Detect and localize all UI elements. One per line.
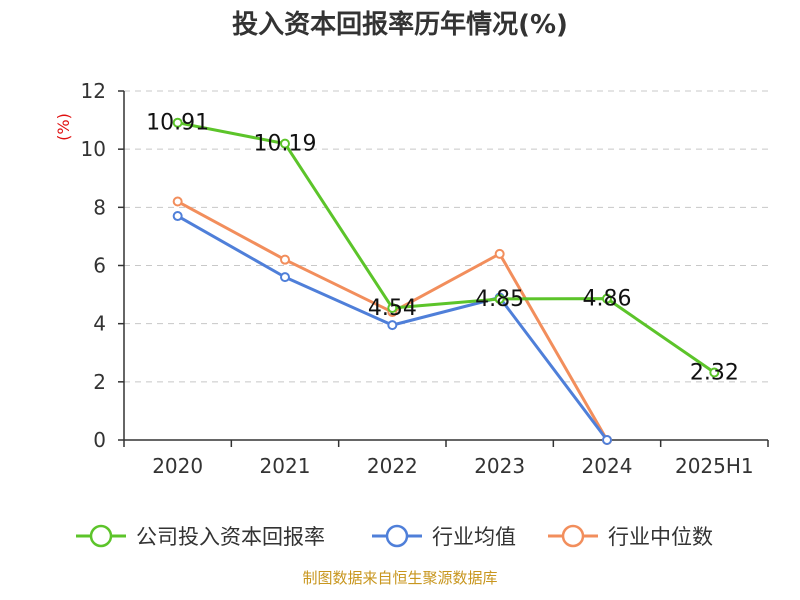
data-labels: 10.91 10.19 4.54 4.85 4.86 2.32 — [146, 111, 739, 386]
series-2-point — [494, 248, 505, 259]
series-0-point — [709, 367, 720, 378]
x-tick-label: 2022 — [367, 454, 418, 478]
grid-lines — [124, 90, 768, 383]
x-tick-label: 2023 — [474, 454, 525, 478]
y-tick-label: 12 — [81, 79, 106, 103]
series-1-point — [387, 320, 398, 331]
source-note: 制图数据来自恒生聚源数据库 — [302, 569, 497, 587]
legend-swatch-marker — [561, 524, 585, 548]
series-0-point — [494, 293, 505, 304]
y-axis-unit-label: (%) — [54, 113, 73, 141]
series-1-point — [280, 272, 290, 283]
series-0-point — [280, 138, 290, 149]
chart-title: 投入资本回报率历年情况(%) — [232, 9, 568, 40]
axes: 0 2 4 6 8 10 12 2020 2021 2022 2023 2024 2025H1 — [81, 79, 769, 478]
x-tick-label: 2024 — [582, 454, 633, 478]
y-tick-label: 6 — [93, 254, 106, 278]
series-0-point — [387, 302, 398, 313]
series-2-point — [280, 254, 290, 265]
y-tick-label: 0 — [93, 428, 106, 452]
data-label: 4.54 — [368, 296, 417, 321]
data-label: 10.91 — [146, 111, 209, 136]
x-tick-label: 2021 — [260, 454, 311, 478]
legend-swatch-marker — [385, 524, 409, 548]
series-2-point — [172, 196, 183, 207]
series-line-0 — [177, 121, 716, 374]
legend-swatch-marker — [89, 524, 113, 548]
legend-label: 行业均值 — [432, 525, 516, 549]
y-tick-label: 2 — [93, 370, 106, 394]
data-label: 4.86 — [583, 287, 632, 312]
series-0-point — [172, 117, 183, 128]
series-lines — [172, 117, 720, 445]
data-label: 4.85 — [475, 287, 524, 312]
series-1-point — [172, 211, 183, 222]
data-label: 10.19 — [254, 132, 317, 157]
series-1-point — [602, 435, 612, 445]
y-tick-label: 10 — [81, 137, 106, 161]
x-tick-label: 2025H1 — [675, 454, 754, 478]
legend[interactable]: 公司投入资本回报率 行业均值 行业中位数 — [76, 524, 713, 549]
y-tick-label: 8 — [93, 195, 106, 219]
y-tick-label: 4 — [93, 312, 106, 336]
x-tick-label: 2020 — [152, 454, 203, 478]
legend-label: 行业中位数 — [608, 525, 713, 549]
data-label: 2.32 — [690, 361, 739, 386]
legend-label: 公司投入资本回报率 — [136, 525, 325, 549]
series-0-point — [602, 293, 612, 304]
